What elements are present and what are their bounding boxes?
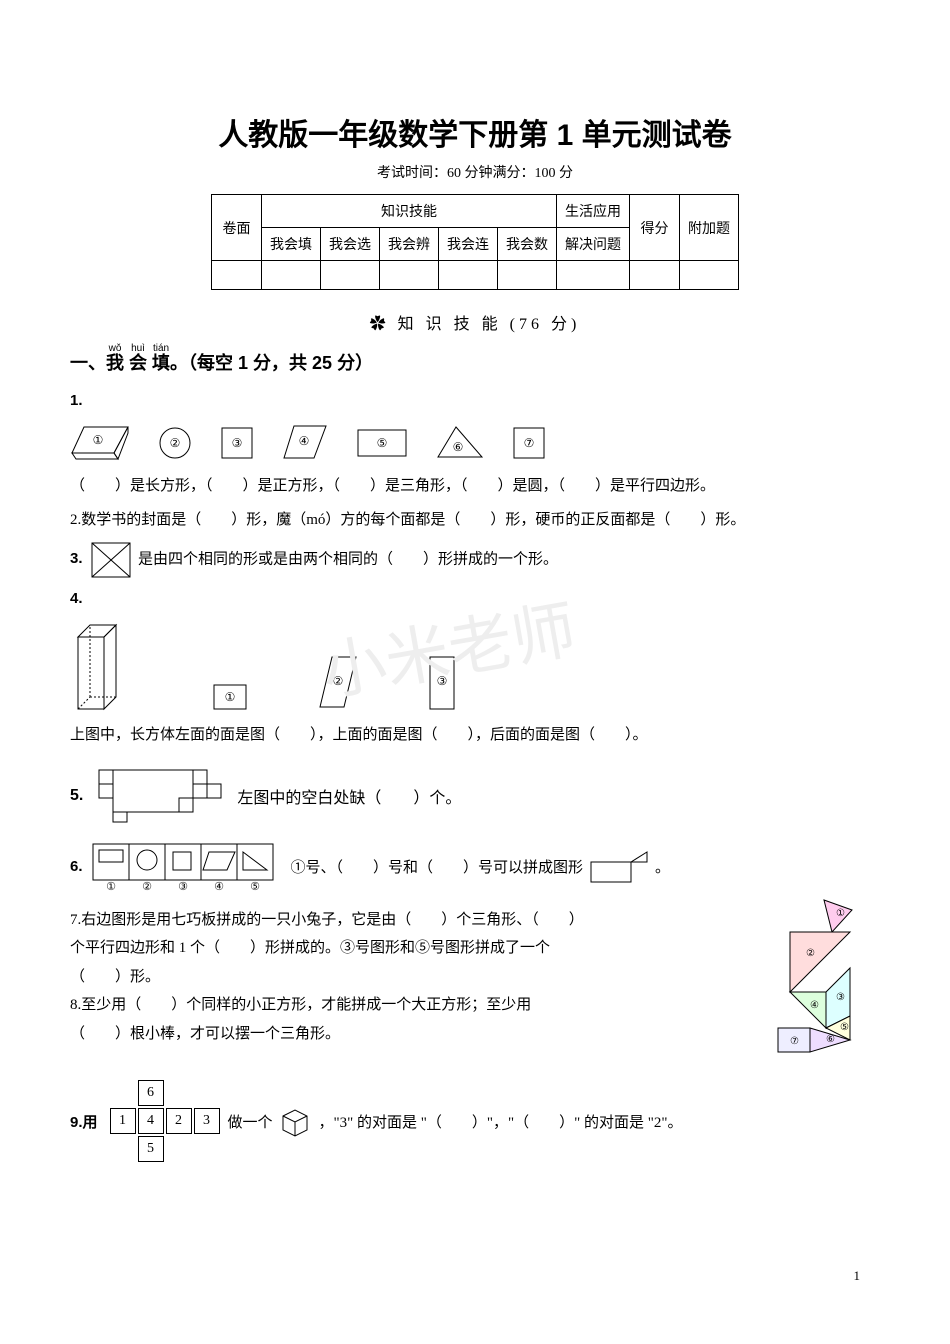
q7-text: 7.右边图形是用七巧板拼成的一只小兔子，它是由（ ）个三角形、（ ）个平行四边形… — [70, 906, 580, 992]
q4-face3: ③ — [428, 655, 458, 711]
svg-text:③: ③ — [178, 881, 188, 893]
q6-target-shape — [589, 850, 649, 884]
svg-text:⑥: ⑥ — [453, 440, 464, 454]
q6-piece-grid: ① ② ③ ④ ⑤ — [91, 842, 281, 892]
col-paper: 卷面 — [212, 195, 262, 261]
page-number: 1 — [854, 1268, 861, 1284]
svg-text:④: ④ — [299, 434, 310, 448]
svg-text:⑦: ⑦ — [790, 1036, 799, 1047]
svg-text:⑤: ⑤ — [377, 436, 388, 450]
col-score: 得分 — [630, 195, 680, 261]
svg-text:⑤: ⑤ — [840, 1022, 849, 1033]
q1-shape-parallelogram: ④ — [282, 424, 328, 462]
q1-shape-triangle: ⑥ — [436, 425, 484, 461]
q5: 5. 左图中的空白处缺（ ）个。 — [70, 768, 880, 824]
q8-text: 8.至少用（ ）个同样的小正方形，才能拼成一个大正方形；至少用（ ）根小棒，才可… — [70, 991, 580, 1048]
svg-text:②: ② — [142, 881, 152, 893]
col-knowledge: 知识技能 — [262, 195, 557, 228]
col-life: 生活应用 — [557, 195, 630, 228]
svg-text:①: ① — [836, 908, 845, 919]
svg-text:⑦: ⑦ — [524, 436, 535, 450]
q2: 2.数学书的封面是（ ）形，魔（mó）方的每个面都是（ ）形，硬币的正反面都是（… — [70, 506, 880, 535]
svg-text:②: ② — [806, 948, 815, 959]
sub-judge: 我会辨 — [380, 228, 439, 261]
q4-cuboid — [70, 623, 142, 711]
svg-text:②: ② — [333, 674, 344, 688]
svg-text:⑥: ⑥ — [826, 1034, 835, 1045]
q1-shape-parallelogram-solid: ① — [70, 425, 130, 461]
q4: 4. ① ② — [70, 585, 880, 750]
svg-text:⑤: ⑤ — [250, 881, 260, 893]
q3: 3. 是由四个相同的形或是由两个相同的（ ）形拼成的一个形。 — [70, 541, 880, 579]
q1-shape-circle: ② — [158, 426, 192, 460]
sub-select: 我会选 — [321, 228, 380, 261]
sub-count: 我会数 — [498, 228, 557, 261]
exam-info: 考试时间：60 分钟满分：100 分 — [70, 162, 880, 182]
q1: 1. ① ② ③ ④ ⑤ — [70, 387, 880, 500]
q4-face2: ② — [318, 655, 358, 711]
q9: 9.用 6 1423 5 做一个 ，"3" 的对面是 "（ ）"，"（ ）" 的… — [70, 1078, 880, 1164]
svg-text:③: ③ — [437, 674, 448, 688]
q1-text: （ ）是长方形，（ ）是正方形，（ ）是三角形，（ ）是圆，（ ）是平行四边形。 — [70, 472, 880, 501]
q1-shape-square2: ⑦ — [512, 426, 546, 460]
q3-shape-square-diagonals — [90, 541, 134, 579]
col-extra: 附加题 — [680, 195, 739, 261]
svg-text:①: ① — [106, 881, 116, 893]
svg-text:③: ③ — [836, 992, 845, 1003]
q7-q8-block: 7.右边图形是用七巧板拼成的一只小兔子，它是由（ ）个三角形、（ ）个平行四边形… — [70, 906, 880, 1049]
svg-text:④: ④ — [214, 881, 224, 893]
svg-text:②: ② — [170, 436, 181, 450]
page-title: 人教版一年级数学下册第 1 单元测试卷 — [70, 110, 880, 154]
score-table: 卷面 知识技能 生活应用 得分 附加题 我会填 我会选 我会辨 我会连 我会数 … — [211, 194, 739, 290]
worksheet-page: 小米老师 人教版一年级数学下册第 1 单元测试卷 考试时间：60 分钟满分：10… — [0, 0, 950, 1344]
svg-text:④: ④ — [810, 1000, 819, 1011]
tangram-rabbit: ① ② ④ ③ ⑤ ⑥ ⑦ — [740, 896, 880, 1056]
q6: 6. ① ② ③ ④ ⑤ ①号、（ ）号和（ ）号可以拼成图形 。 — [70, 842, 880, 892]
svg-text:①: ① — [93, 433, 104, 447]
sub-fill: 我会填 — [262, 228, 321, 261]
sub-connect: 我会连 — [439, 228, 498, 261]
svg-text:①: ① — [225, 690, 236, 704]
q1-shape-square: ③ — [220, 426, 254, 460]
cube-net: 6 1423 5 — [108, 1078, 222, 1164]
svg-text:③: ③ — [232, 436, 243, 450]
q4-face1: ① — [212, 683, 248, 711]
section-heading: 一、wǒ我 huì会 tián填。（每空 1 分，共 25 分） — [70, 344, 880, 375]
cube-icon — [279, 1106, 313, 1136]
section-banner: ✿ 知 识 技 能 (76 分) — [70, 310, 880, 334]
q1-shape-rectangle: ⑤ — [356, 428, 408, 458]
q5-missing-grid — [97, 768, 227, 824]
q4-text: 上图中，长方体左面的面是图（ ），上面的面是图（ ），后面的面是图（ ）。 — [70, 721, 880, 750]
sub-solve: 解决问题 — [557, 228, 630, 261]
